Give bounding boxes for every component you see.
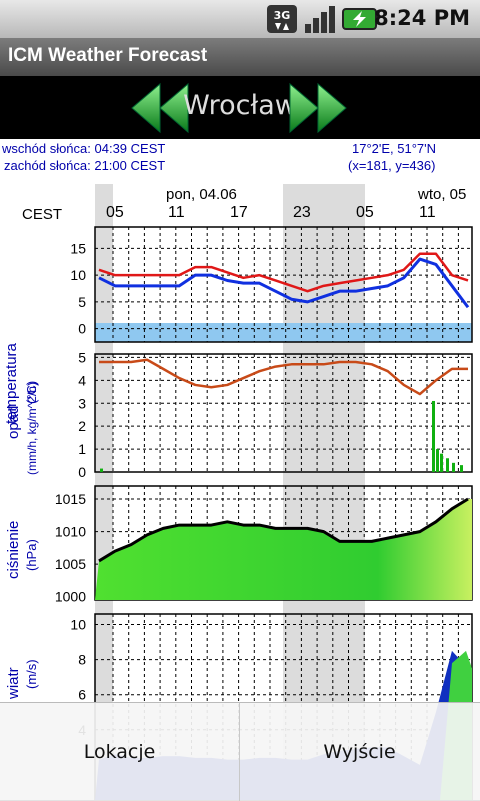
pressure-line bbox=[98, 497, 469, 563]
locations-menu-item[interactable]: Lokacje bbox=[83, 741, 156, 763]
temperature-unit-label: (°C) bbox=[24, 381, 39, 404]
tick-label: 1000 bbox=[55, 589, 86, 605]
tick-label: 6 bbox=[78, 687, 86, 703]
tick-label: 5 bbox=[78, 294, 86, 310]
tick-label: 8 bbox=[78, 652, 86, 668]
tick-label: 15 bbox=[70, 240, 86, 256]
tick-label: 0 bbox=[78, 464, 86, 480]
options-menu: Lokacje Wyjście bbox=[0, 702, 480, 801]
battery-charging-icon bbox=[342, 8, 379, 30]
pressure-unit-label: (hPa) bbox=[24, 539, 39, 571]
status-bar: 3G 8:24 PM bbox=[0, 0, 480, 38]
wind-axis-label: wiatr bbox=[5, 667, 22, 700]
hour-label: 11 bbox=[419, 204, 436, 221]
sunrise-text: wschód słońca: 04:39 CEST bbox=[1, 141, 165, 156]
wind-unit-label: (m/s) bbox=[24, 659, 39, 689]
tick-label: 1015 bbox=[55, 491, 86, 507]
pressure-area bbox=[95, 499, 472, 600]
temperature-min-line bbox=[98, 257, 470, 309]
day-label-1: pon, 04.06 bbox=[166, 186, 237, 203]
tick-label: 5 bbox=[78, 349, 86, 365]
app-title-bar: ICM Weather Forecast bbox=[0, 38, 480, 76]
temperature-axis-label: temperatura bbox=[3, 342, 20, 424]
precipitation-bar bbox=[452, 462, 455, 472]
tick-label: 0 bbox=[78, 321, 86, 337]
clock: 8:24 PM bbox=[374, 6, 470, 30]
precipitation-axis-label: opad bbox=[5, 406, 22, 439]
pressure-axis-label: ciśnienie bbox=[5, 521, 22, 579]
tick-label: 3 bbox=[78, 395, 86, 411]
precipitation-bar bbox=[436, 449, 439, 472]
day-label-2: wto, 05 bbox=[417, 186, 466, 203]
precipitation-bar bbox=[432, 400, 435, 472]
precipitation-bar bbox=[460, 465, 463, 472]
precipitation-bar bbox=[446, 458, 449, 472]
precipitation-bar bbox=[100, 468, 103, 472]
hour-label: 05 bbox=[356, 204, 374, 221]
arrow-left-icon[interactable] bbox=[130, 82, 194, 134]
tick-label: 4 bbox=[78, 372, 86, 388]
precipitation-unit-label: (mm/h, kg/m^2/h) bbox=[25, 382, 39, 475]
hour-label: 05 bbox=[106, 204, 124, 221]
meteogram: wschód słońca: 04:39 CEST zachód słońca:… bbox=[0, 139, 480, 800]
freezing-band bbox=[95, 323, 472, 342]
tick-label: 1010 bbox=[55, 524, 86, 540]
tick-label: 10 bbox=[70, 267, 86, 283]
location-name: Wrocław bbox=[183, 90, 297, 121]
signal-icon bbox=[305, 6, 335, 33]
precipitation-line bbox=[99, 358, 468, 396]
tick-label: 1005 bbox=[55, 556, 86, 572]
panel-frame bbox=[94, 226, 473, 343]
app-title: ICM Weather Forecast bbox=[8, 45, 208, 66]
grid-point-text: (x=181, y=436) bbox=[348, 158, 435, 173]
temperature-line bbox=[98, 252, 469, 293]
exit-menu-item[interactable]: Wyjście bbox=[323, 741, 396, 763]
3g-data-icon: 3G bbox=[267, 5, 297, 33]
hour-label: 17 bbox=[230, 204, 248, 221]
hour-label: 11 bbox=[168, 204, 185, 221]
tick-label: 10 bbox=[70, 617, 86, 633]
sunset-text: zachód słońca: 21:00 CEST bbox=[4, 158, 165, 173]
tick-label: 2 bbox=[78, 418, 86, 434]
arrow-right-icon[interactable] bbox=[284, 82, 348, 134]
tick-label: 1 bbox=[78, 441, 86, 457]
hour-label: 23 bbox=[293, 204, 311, 221]
location-bar: Wrocław bbox=[0, 76, 480, 139]
precipitation-bar bbox=[440, 453, 443, 472]
menu-divider bbox=[239, 703, 240, 801]
network-type: 3G bbox=[274, 9, 291, 22]
coordinates-text: 17°2'E, 51°7'N bbox=[352, 141, 436, 156]
timezone-label: CEST bbox=[22, 206, 62, 223]
